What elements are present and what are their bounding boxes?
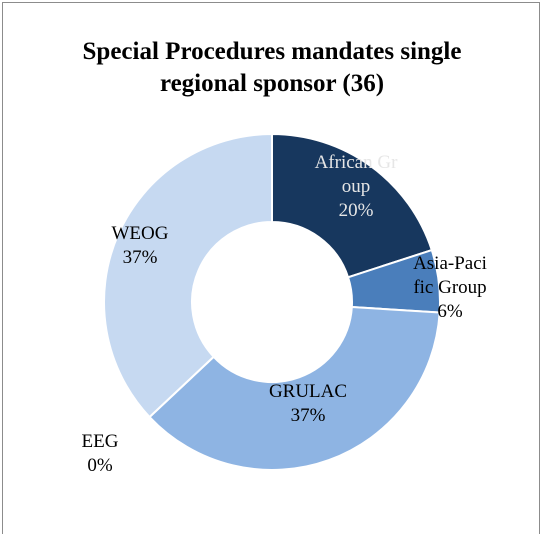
donut-segment	[103, 132, 273, 419]
label-value: 6%	[437, 301, 463, 322]
label-name: GRULAC	[268, 381, 348, 402]
chart-title: Special Procedures mandates single regio…	[82, 38, 462, 97]
donut-segment	[271, 132, 434, 279]
segment-label: EEG 0%	[70, 430, 130, 478]
label-name: Asia-Pacific Group	[413, 253, 487, 298]
label-value: 37%	[290, 405, 326, 426]
segment-label: WEOG 37%	[100, 222, 180, 270]
label-name: EEG	[81, 431, 119, 452]
label-name: African Group	[314, 152, 398, 197]
segment-label: GRULAC 37%	[268, 380, 348, 428]
label-value: 20%	[338, 200, 374, 221]
label-value: 37%	[122, 247, 158, 268]
donut-segment	[148, 305, 441, 471]
label-value: 0%	[87, 455, 113, 476]
segment-label: African Group 20%	[312, 151, 400, 223]
label-name: WEOG	[111, 223, 169, 244]
segment-label: Asia-Pacific Group 6%	[410, 252, 490, 324]
